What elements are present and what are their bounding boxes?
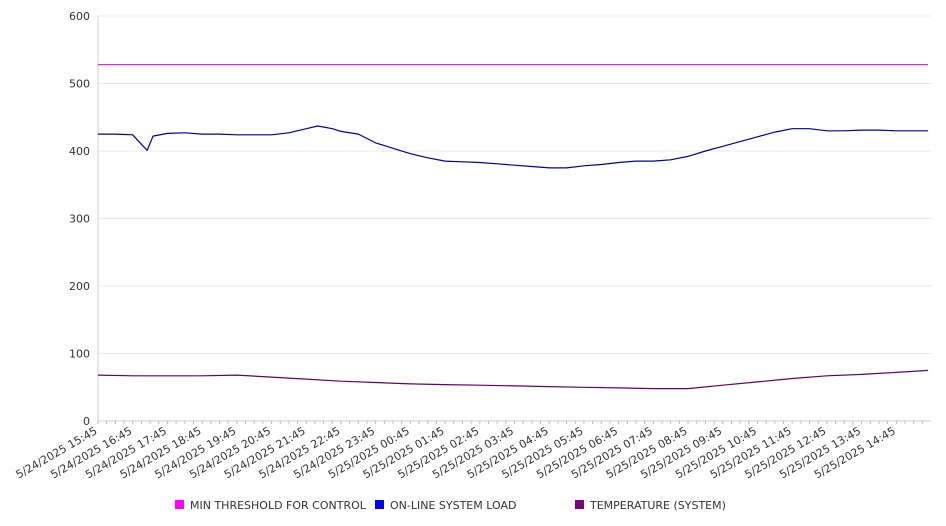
legend-label: ON-LINE SYSTEM LOAD — [390, 499, 516, 512]
y-tick-label: 300 — [69, 213, 90, 226]
series-line-temperature-system — [97, 369, 929, 390]
legend-swatch — [575, 500, 584, 509]
y-tick-label: 500 — [69, 78, 90, 91]
legend-label: TEMPERATURE (SYSTEM) — [589, 499, 726, 512]
grid-lines — [98, 15, 931, 354]
series-line-on-line-system-load — [98, 125, 929, 169]
series-lines — [97, 63, 929, 390]
legend-swatch — [175, 500, 184, 509]
y-tick-label: 0 — [83, 415, 90, 428]
y-tick-label: 200 — [69, 280, 90, 293]
y-tick-label: 400 — [69, 145, 90, 158]
legend-swatch — [375, 500, 384, 509]
legend: MIN THRESHOLD FOR CONTROL ON-LINE SYSTEM … — [175, 499, 726, 512]
y-tick-label: 100 — [69, 348, 90, 361]
x-axis: 5/24/2025 15:455/24/2025 16:455/24/2025 … — [14, 420, 931, 481]
legend-label: MIN THRESHOLD FOR CONTROL — [190, 499, 367, 512]
y-tick-label: 600 — [69, 10, 90, 23]
y-axis: 0 100 200 300 400 500 600 — [69, 10, 99, 428]
